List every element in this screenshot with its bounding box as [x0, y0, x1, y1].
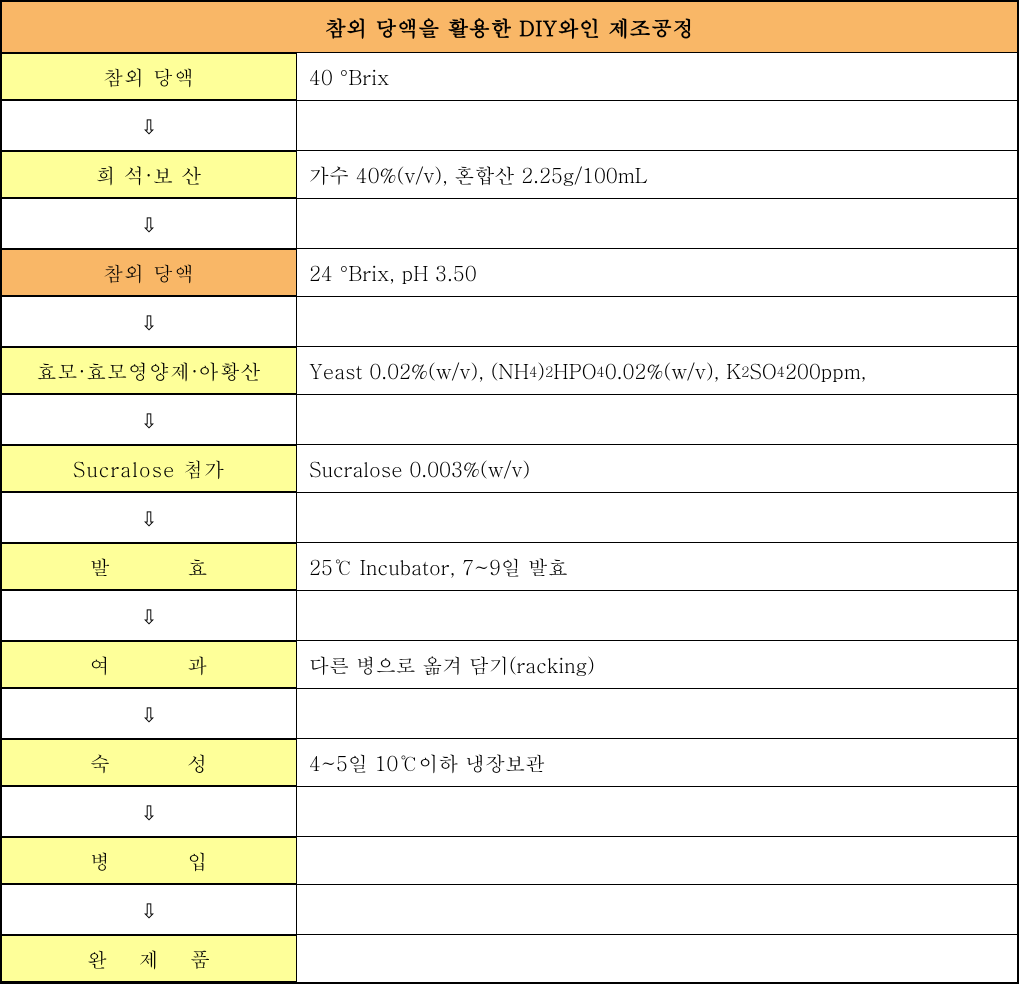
- arrow-row: ⇩: [2, 493, 1017, 543]
- arrow-row: ⇩: [2, 885, 1017, 935]
- down-arrow-icon: ⇩: [2, 493, 297, 542]
- process-flowchart: 참외 당액을 활용한 DIY와인 제조공정 참외 당액40 °Brix⇩희 석·…: [0, 0, 1019, 984]
- down-arrow-icon: ⇩: [2, 885, 297, 934]
- process-step-row: Sucralose 첨가Sucralose 0.003%(w/v): [2, 445, 1017, 493]
- process-step-desc: 24 °Brix, pH 3.50: [297, 249, 1017, 296]
- process-step-desc: [297, 837, 1017, 884]
- process-step-desc: 25℃ Incubator, 7~9일 발효: [297, 543, 1017, 590]
- arrow-row: ⇩: [2, 395, 1017, 445]
- empty-desc: [297, 199, 1017, 248]
- process-step-label: 숙 성: [2, 739, 297, 786]
- process-step-desc: 4~5일 10℃이하 냉장보관: [297, 739, 1017, 786]
- process-step-row: 효모·효모영양제·아황산Yeast 0.02%(w/v), (NH4)2HPO4…: [2, 347, 1017, 395]
- process-step-row: 완 제 품: [2, 935, 1017, 982]
- down-arrow-icon: ⇩: [2, 787, 297, 836]
- down-arrow-icon: ⇩: [2, 101, 297, 150]
- process-step-label: 효모·효모영양제·아황산: [2, 347, 297, 394]
- empty-desc: [297, 101, 1017, 150]
- process-step-label: Sucralose 첨가: [2, 445, 297, 492]
- process-step-label: 희 석·보 산: [2, 151, 297, 198]
- empty-desc: [297, 493, 1017, 542]
- empty-desc: [297, 297, 1017, 346]
- empty-desc: [297, 395, 1017, 444]
- empty-desc: [297, 591, 1017, 640]
- process-step-desc: 다른 병으로 옮겨 담기(racking): [297, 641, 1017, 688]
- process-step-desc: 40 °Brix: [297, 53, 1017, 100]
- empty-desc: [297, 787, 1017, 836]
- process-step-desc: Yeast 0.02%(w/v), (NH4)2HPO4 0.02%(w/v),…: [297, 347, 1017, 394]
- down-arrow-icon: ⇩: [2, 297, 297, 346]
- arrow-row: ⇩: [2, 199, 1017, 249]
- arrow-row: ⇩: [2, 297, 1017, 347]
- process-step-desc: 가수 40%(v/v), 혼합산 2.25g/100mL: [297, 151, 1017, 198]
- process-step-desc: [297, 935, 1017, 982]
- process-step-row: 숙 성4~5일 10℃이하 냉장보관: [2, 739, 1017, 787]
- flowchart-title: 참외 당액을 활용한 DIY와인 제조공정: [2, 2, 1017, 53]
- process-step-row: 병 입: [2, 837, 1017, 885]
- down-arrow-icon: ⇩: [2, 199, 297, 248]
- empty-desc: [297, 885, 1017, 934]
- process-step-label: 병 입: [2, 837, 297, 884]
- process-step-label: 참외 당액: [2, 53, 297, 100]
- down-arrow-icon: ⇩: [2, 591, 297, 640]
- down-arrow-icon: ⇩: [2, 689, 297, 738]
- empty-desc: [297, 689, 1017, 738]
- down-arrow-icon: ⇩: [2, 395, 297, 444]
- arrow-row: ⇩: [2, 787, 1017, 837]
- process-step-label: 여 과: [2, 641, 297, 688]
- arrow-row: ⇩: [2, 591, 1017, 641]
- process-step-row: 참외 당액24 °Brix, pH 3.50: [2, 249, 1017, 297]
- process-step-row: 여 과다른 병으로 옮겨 담기(racking): [2, 641, 1017, 689]
- process-step-label: 발 효: [2, 543, 297, 590]
- process-step-label: 참외 당액: [2, 249, 297, 296]
- arrow-row: ⇩: [2, 101, 1017, 151]
- process-step-row: 희 석·보 산가수 40%(v/v), 혼합산 2.25g/100mL: [2, 151, 1017, 199]
- arrow-row: ⇩: [2, 689, 1017, 739]
- process-step-desc: Sucralose 0.003%(w/v): [297, 445, 1017, 492]
- process-step-row: 참외 당액40 °Brix: [2, 53, 1017, 101]
- process-step-row: 발 효25℃ Incubator, 7~9일 발효: [2, 543, 1017, 591]
- process-step-label: 완 제 품: [2, 935, 297, 982]
